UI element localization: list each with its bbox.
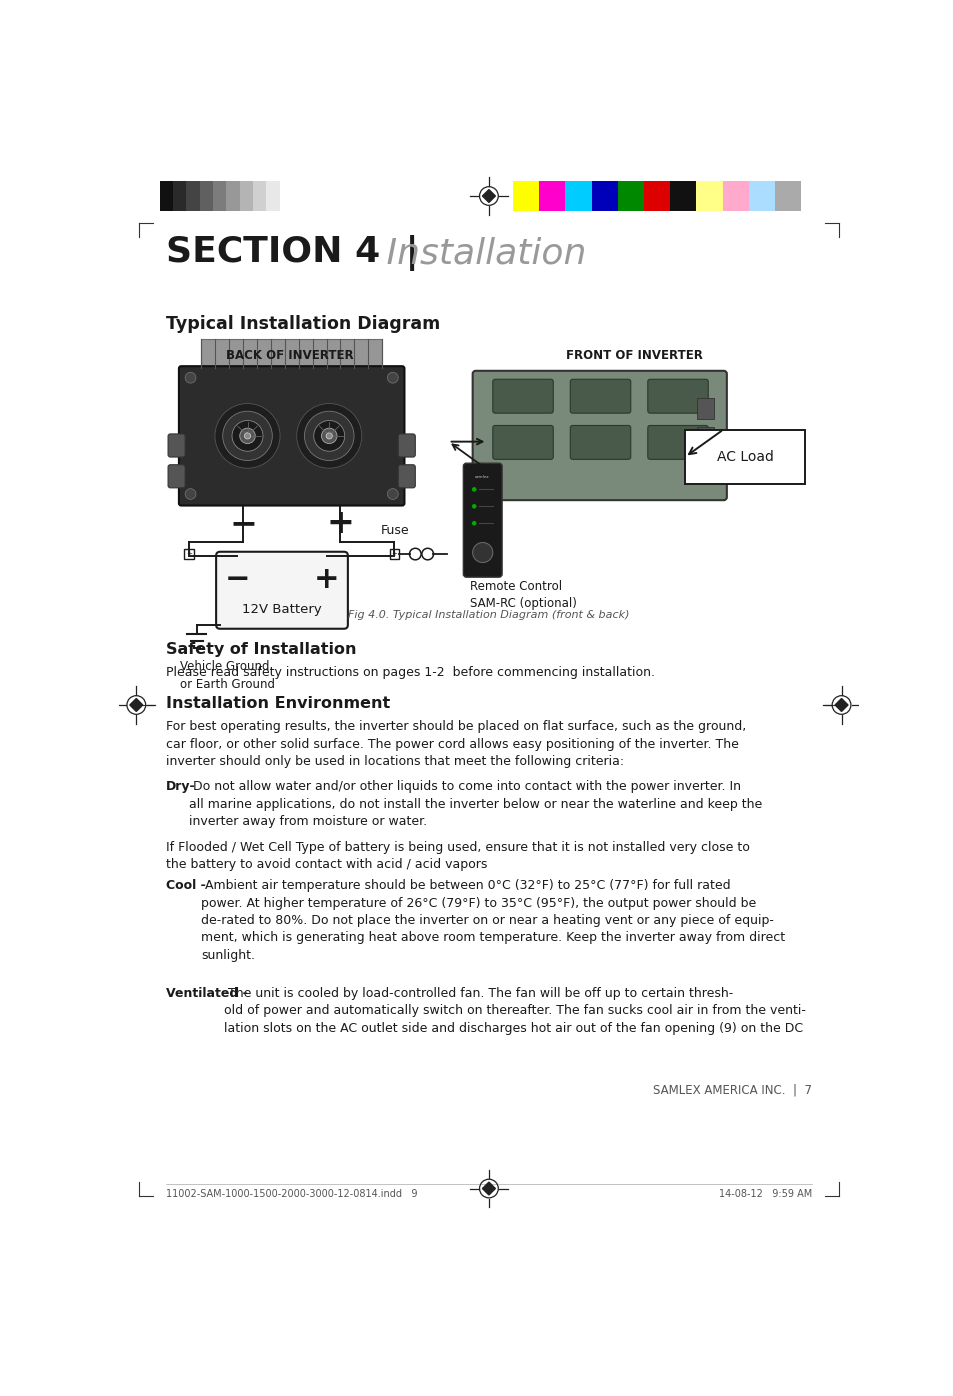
FancyBboxPatch shape: [463, 463, 501, 577]
Text: AC Load: AC Load: [716, 450, 773, 463]
Bar: [774, 181, 801, 211]
Bar: [159, 181, 172, 211]
Circle shape: [185, 373, 195, 383]
Text: 11002-SAM-1000-1500-2000-3000-12-0814.indd   9: 11002-SAM-1000-1500-2000-3000-12-0814.in…: [166, 1188, 416, 1199]
Bar: [213, 181, 226, 211]
Text: Ventilated -: Ventilated -: [166, 987, 247, 1000]
FancyBboxPatch shape: [570, 380, 630, 413]
Text: For best operating results, the inverter should be placed on flat surface, such : For best operating results, the inverter…: [166, 720, 745, 768]
Text: Installation: Installation: [375, 237, 586, 271]
Circle shape: [472, 521, 476, 525]
Bar: [618, 181, 643, 211]
Bar: [670, 181, 696, 211]
Text: +: +: [326, 507, 354, 540]
Bar: [390, 549, 398, 558]
Text: Typical Installation Diagram: Typical Installation Diagram: [166, 314, 439, 332]
Text: BACK OF INVERTER: BACK OF INVERTER: [226, 349, 354, 362]
Circle shape: [185, 489, 195, 500]
Text: Ambient air temperature should be between 0°C (32°F) to 25°C (77°F) for full rat: Ambient air temperature should be betwee…: [201, 879, 784, 962]
Circle shape: [222, 412, 272, 461]
Text: FRONT OF INVERTER: FRONT OF INVERTER: [565, 349, 702, 362]
Bar: [591, 181, 618, 211]
Text: Fig 4.0. Typical Installation Diagram (front & back): Fig 4.0. Typical Installation Diagram (f…: [348, 610, 629, 620]
FancyBboxPatch shape: [179, 366, 404, 505]
Circle shape: [421, 549, 433, 560]
FancyBboxPatch shape: [397, 465, 415, 487]
FancyBboxPatch shape: [570, 426, 630, 459]
FancyBboxPatch shape: [168, 434, 185, 456]
FancyBboxPatch shape: [472, 371, 726, 500]
Circle shape: [326, 433, 332, 438]
Text: +: +: [391, 551, 396, 557]
Bar: [565, 181, 591, 211]
Bar: [201, 339, 382, 369]
Bar: [226, 181, 239, 211]
Bar: [266, 181, 279, 211]
Text: 12V Battery: 12V Battery: [242, 603, 321, 616]
Bar: [184, 549, 193, 558]
FancyBboxPatch shape: [216, 551, 348, 628]
Polygon shape: [482, 190, 495, 202]
FancyBboxPatch shape: [168, 465, 185, 487]
Bar: [721, 181, 748, 211]
Text: +: +: [186, 551, 192, 557]
Text: Vehicle Ground
or Earth Ground: Vehicle Ground or Earth Ground: [179, 659, 274, 691]
Bar: [696, 181, 721, 211]
Circle shape: [387, 489, 397, 500]
Circle shape: [472, 504, 476, 508]
Text: 14-08-12   9:59 AM: 14-08-12 9:59 AM: [719, 1188, 811, 1199]
Bar: [513, 181, 538, 211]
Text: Cool -: Cool -: [166, 879, 205, 892]
Bar: [696, 427, 713, 448]
Bar: [696, 456, 713, 477]
Circle shape: [296, 403, 361, 468]
Polygon shape: [482, 1182, 495, 1195]
Circle shape: [239, 429, 255, 444]
Bar: [186, 181, 199, 211]
Bar: [199, 181, 213, 211]
Bar: [253, 181, 266, 211]
Circle shape: [321, 429, 336, 444]
FancyBboxPatch shape: [493, 380, 553, 413]
FancyBboxPatch shape: [647, 380, 707, 413]
Circle shape: [472, 543, 493, 563]
Text: Installation Environment: Installation Environment: [166, 695, 390, 711]
Polygon shape: [834, 698, 847, 712]
Text: Please read safety instructions on pages 1-2  before commencing installation.: Please read safety instructions on pages…: [166, 666, 654, 680]
Circle shape: [232, 420, 263, 451]
Text: The unit is cooled by load-controlled fan. The fan will be off up to certain thr: The unit is cooled by load-controlled fa…: [224, 987, 805, 1034]
Text: SECTION 4  |: SECTION 4 |: [166, 235, 418, 271]
Circle shape: [472, 487, 476, 491]
Text: Safety of Installation: Safety of Installation: [166, 642, 355, 658]
Bar: [538, 181, 565, 211]
FancyBboxPatch shape: [397, 434, 415, 456]
Text: Fuse: Fuse: [380, 524, 409, 537]
Text: −: −: [229, 507, 256, 540]
FancyBboxPatch shape: [647, 426, 707, 459]
Bar: [748, 181, 774, 211]
Text: SAMLEX AMERICA INC.  |  7: SAMLEX AMERICA INC. | 7: [653, 1083, 811, 1096]
Circle shape: [314, 420, 344, 451]
Bar: [696, 398, 713, 419]
Text: Remote Control
SAM-RC (optional): Remote Control SAM-RC (optional): [470, 581, 577, 610]
Circle shape: [409, 549, 420, 560]
Text: +: +: [314, 565, 339, 595]
Circle shape: [214, 403, 280, 468]
Bar: [172, 181, 186, 211]
Bar: [239, 181, 253, 211]
Text: If Flooded / Wet Cell Type of battery is being used, ensure that it is not insta: If Flooded / Wet Cell Type of battery is…: [166, 840, 749, 871]
Bar: [684, 430, 804, 484]
Polygon shape: [130, 698, 143, 712]
Text: samlex: samlex: [475, 475, 490, 479]
Text: −: −: [224, 565, 250, 595]
Circle shape: [244, 433, 251, 438]
Text: Dry-: Dry-: [166, 780, 195, 793]
Bar: [643, 181, 670, 211]
FancyBboxPatch shape: [493, 426, 553, 459]
Bar: [279, 181, 293, 211]
Circle shape: [304, 412, 354, 461]
Circle shape: [387, 373, 397, 383]
Text: Do not allow water and/or other liquids to come into contact with the power inve: Do not allow water and/or other liquids …: [189, 780, 761, 828]
